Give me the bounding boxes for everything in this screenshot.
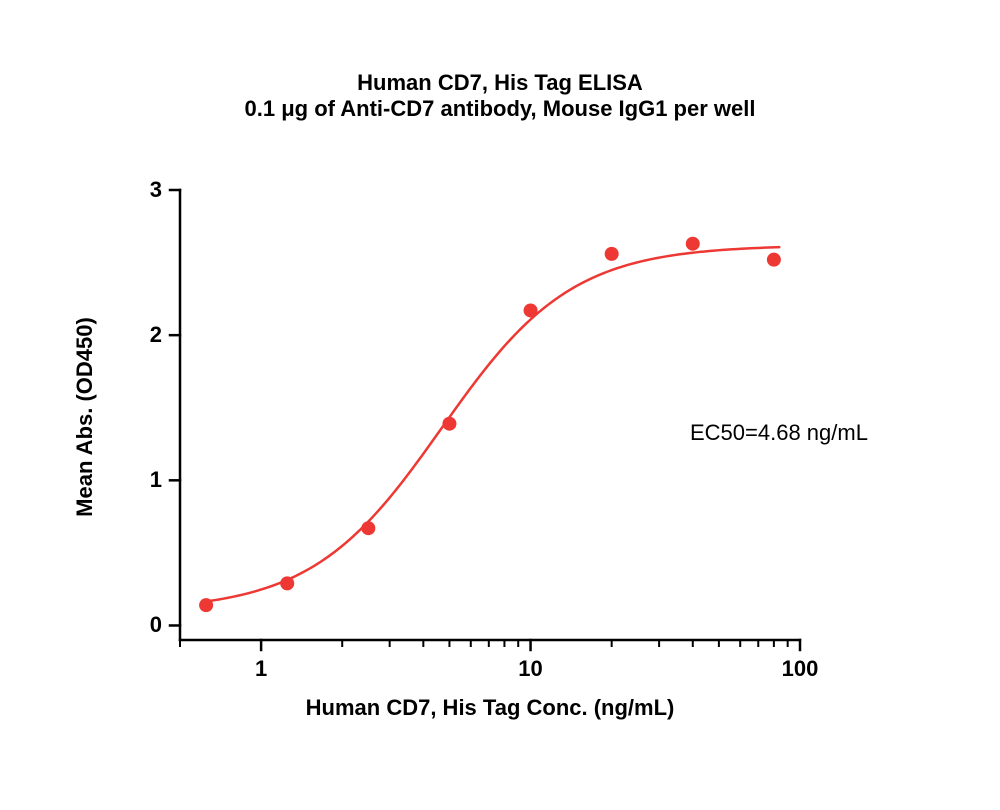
y-tick-label: 3 <box>150 177 162 203</box>
data-point <box>524 303 538 317</box>
plot-area <box>0 0 1000 810</box>
x-tick-label: 10 <box>511 656 551 682</box>
x-tick-label: 1 <box>241 656 281 682</box>
x-axis-label: Human CD7, His Tag Conc. (ng/mL) <box>180 695 800 721</box>
x-tick-label: 100 <box>780 656 820 682</box>
data-point <box>442 417 456 431</box>
data-point <box>605 247 619 261</box>
y-tick-label: 1 <box>150 467 162 493</box>
ec50-annotation: EC50=4.68 ng/mL <box>690 420 868 446</box>
data-point <box>280 576 294 590</box>
y-tick-label: 0 <box>150 612 162 638</box>
y-axis-label: Mean Abs. (OD450) <box>72 192 98 642</box>
y-tick-label: 2 <box>150 322 162 348</box>
data-point <box>686 237 700 251</box>
data-point <box>767 253 781 267</box>
data-point <box>361 521 375 535</box>
data-point <box>199 598 213 612</box>
chart-container: Human CD7, His Tag ELISA 0.1 μg of Anti-… <box>0 0 1000 810</box>
